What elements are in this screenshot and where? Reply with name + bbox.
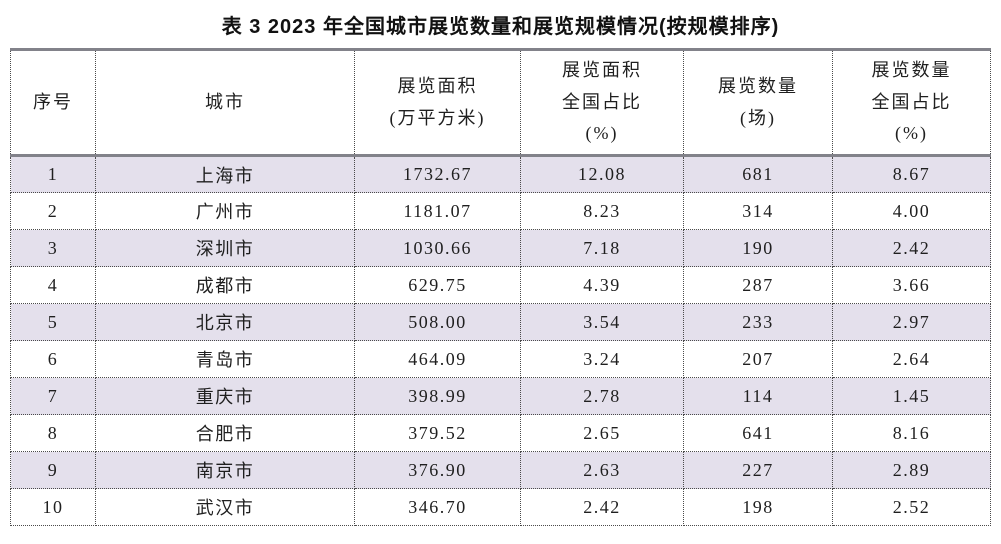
cell-city: 南京市: [95, 451, 355, 489]
cell-index: 7: [10, 377, 96, 415]
column-header-count: 展览数量 (场): [683, 49, 833, 157]
cell-city: 上海市: [95, 155, 355, 193]
cell-area-share: 2.78: [520, 377, 684, 415]
cell-area-share: 8.23: [520, 192, 684, 230]
table-header: 序号 城市 展览面积 (万平方米) 展览面积 全国占比 (%) 展览数量 (场): [10, 49, 991, 157]
cell-count: 114: [683, 377, 833, 415]
cell-count-share: 3.66: [832, 266, 991, 304]
cell-index: 5: [10, 303, 96, 341]
cell-area: 376.90: [354, 451, 521, 489]
table-row: 5 北京市 508.00 3.54 233 2.97: [10, 303, 991, 341]
table-row: 4 成都市 629.75 4.39 287 3.66: [10, 266, 991, 304]
cell-city: 深圳市: [95, 229, 355, 267]
cell-index: 8: [10, 414, 96, 452]
table-row: 2 广州市 1181.07 8.23 314 4.00: [10, 192, 991, 230]
header-line: (场): [740, 107, 776, 128]
table-row: 10 武汉市 346.70 2.42 198 2.52: [10, 488, 991, 526]
cell-city: 合肥市: [95, 414, 355, 452]
cell-count: 314: [683, 192, 833, 230]
cell-count: 233: [683, 303, 833, 341]
cell-city: 重庆市: [95, 377, 355, 415]
cell-count-share: 2.64: [832, 340, 991, 378]
cell-area-share: 2.65: [520, 414, 684, 452]
cell-city: 青岛市: [95, 340, 355, 378]
cell-area: 508.00: [354, 303, 521, 341]
header-line: (万平方米): [389, 107, 486, 128]
column-header-count-share: 展览数量 全国占比 (%): [832, 49, 991, 157]
cell-city: 武汉市: [95, 488, 355, 526]
header-line: 全国占比: [871, 91, 952, 112]
cell-count-share: 8.67: [832, 155, 991, 193]
cell-area: 1030.66: [354, 229, 521, 267]
header-line: 全国占比: [562, 91, 642, 112]
cell-area: 398.99: [354, 377, 521, 415]
column-header-area: 展览面积 (万平方米): [354, 49, 521, 157]
header-line: 展览面积: [562, 60, 642, 81]
cell-area: 629.75: [354, 266, 521, 304]
header-line: 城市: [205, 91, 245, 112]
table-row: 3 深圳市 1030.66 7.18 190 2.42: [10, 229, 991, 267]
cell-area: 1732.67: [354, 155, 521, 193]
header-line: 序号: [33, 91, 73, 112]
header-line: 展览数量: [718, 76, 798, 96]
header-line: (%): [585, 123, 619, 144]
column-header-city: 城市: [95, 49, 355, 157]
cell-count: 207: [683, 340, 833, 378]
cell-count-share: 1.45: [832, 377, 991, 415]
cell-area-share: 3.24: [520, 340, 684, 378]
header-line: 展览面积: [397, 76, 478, 96]
header-line: (%): [895, 123, 928, 144]
cell-area: 379.52: [354, 414, 521, 452]
cell-area-share: 12.08: [520, 155, 684, 193]
cell-area: 464.09: [354, 340, 521, 378]
cell-area: 1181.07: [354, 192, 521, 230]
exhibition-data-table: 序号 城市 展览面积 (万平方米) 展览面积 全国占比 (%) 展览数量 (场): [10, 48, 991, 526]
cell-count-share: 2.52: [832, 488, 991, 526]
cell-count: 287: [683, 266, 833, 304]
table-row: 1 上海市 1732.67 12.08 681 8.67: [10, 155, 991, 193]
cell-index: 2: [10, 192, 96, 230]
table-row: 6 青岛市 464.09 3.24 207 2.64: [10, 340, 991, 378]
cell-index: 9: [10, 451, 96, 489]
cell-count-share: 2.42: [832, 229, 991, 267]
page-title: 表 3 2023 年全国城市展览数量和展览规模情况(按规模排序): [221, 16, 780, 38]
cell-count-share: 2.89: [832, 451, 991, 489]
cell-city: 广州市: [95, 192, 355, 230]
cell-count: 190: [683, 229, 833, 267]
cell-area-share: 4.39: [520, 266, 684, 304]
cell-count-share: 8.16: [832, 414, 991, 452]
cell-index: 10: [10, 488, 96, 526]
cell-city: 成都市: [95, 266, 355, 304]
table-header-row: 序号 城市 展览面积 (万平方米) 展览面积 全国占比 (%) 展览数量 (场): [10, 49, 991, 157]
cell-index: 6: [10, 340, 96, 378]
cell-index: 4: [10, 266, 96, 304]
table-body: 1 上海市 1732.67 12.08 681 8.67 2 广州市 1181.…: [10, 155, 991, 526]
cell-count: 641: [683, 414, 833, 452]
cell-area-share: 3.54: [520, 303, 684, 341]
column-header-area-share: 展览面积 全国占比 (%): [520, 49, 684, 157]
header-line: 展览数量: [871, 60, 952, 81]
table-row: 9 南京市 376.90 2.63 227 2.89: [10, 451, 991, 489]
cell-count: 198: [683, 488, 833, 526]
column-header-index: 序号: [10, 49, 96, 157]
cell-city: 北京市: [95, 303, 355, 341]
table-row: 8 合肥市 379.52 2.65 641 8.16: [10, 414, 991, 452]
cell-area: 346.70: [354, 488, 521, 526]
cell-index: 3: [10, 229, 96, 267]
cell-area-share: 2.42: [520, 488, 684, 526]
cell-count: 681: [683, 155, 833, 193]
cell-count-share: 4.00: [832, 192, 991, 230]
cell-count: 227: [683, 451, 833, 489]
cell-count-share: 2.97: [832, 303, 991, 341]
cell-area-share: 7.18: [520, 229, 684, 267]
table-row: 7 重庆市 398.99 2.78 114 1.45: [10, 377, 991, 415]
cell-area-share: 2.63: [520, 451, 684, 489]
cell-index: 1: [10, 155, 96, 193]
